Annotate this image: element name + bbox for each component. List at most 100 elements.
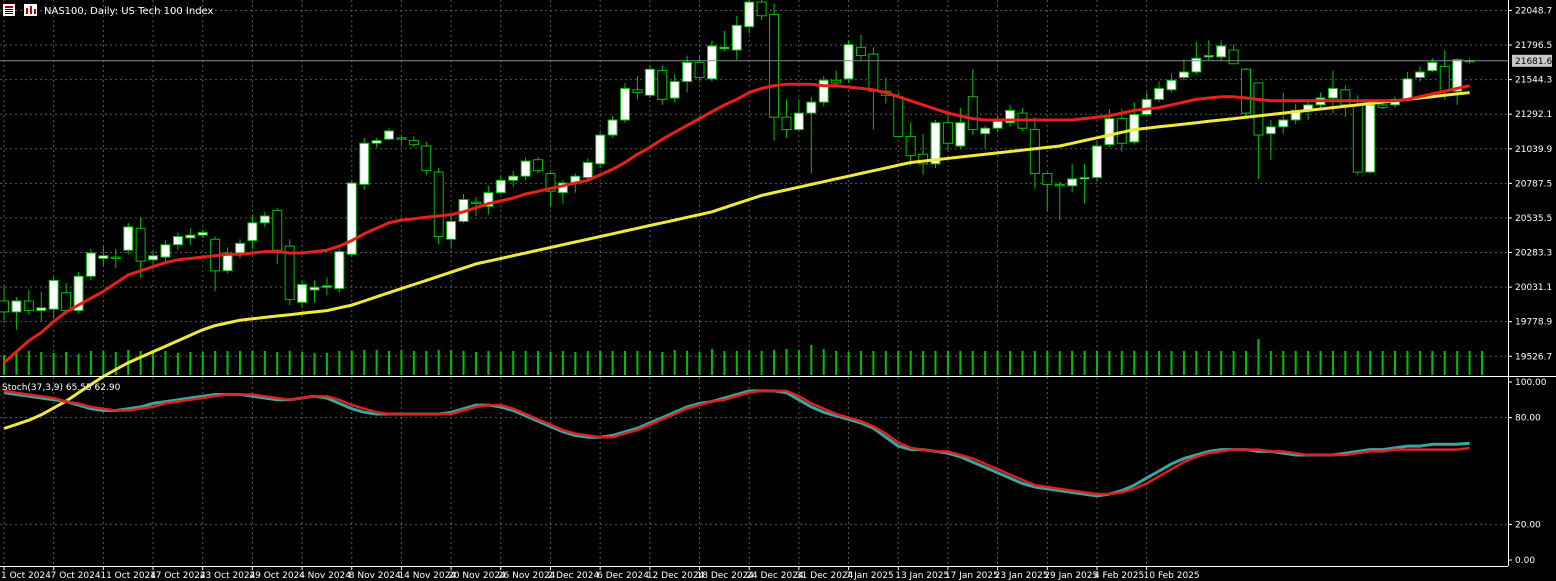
- time-tick-label: 29 Oct 2024: [249, 571, 305, 581]
- candle-body-bear: [135, 227, 146, 262]
- candle-body-bull: [930, 122, 941, 165]
- time-tick-label: 6 Dec 2024: [597, 571, 649, 581]
- candle-body-bear: [61, 292, 72, 312]
- candle-body-bull: [321, 285, 332, 288]
- candle-body-bull: [620, 87, 630, 121]
- time-tick-label: 26 Nov 2024: [498, 571, 556, 581]
- time-tick-label: 10 Feb 2025: [1144, 571, 1200, 581]
- candle: [520, 156, 531, 181]
- candle: [508, 170, 519, 188]
- candle: [1327, 70, 1338, 114]
- candle: [595, 132, 606, 168]
- candle-body-bull: [1154, 87, 1165, 100]
- candle: [0, 284, 9, 323]
- candle: [483, 185, 494, 215]
- candle-body-bear: [1439, 65, 1450, 92]
- candle: [421, 141, 432, 175]
- candle: [980, 125, 991, 149]
- candle-body-bull: [1365, 104, 1376, 173]
- price-tick-label: 21039.9: [1515, 145, 1552, 155]
- candle: [23, 289, 34, 315]
- candle: [135, 217, 146, 278]
- candle: [1265, 119, 1276, 160]
- candle: [1365, 102, 1376, 174]
- candle-body-bull: [1203, 55, 1214, 58]
- candle: [334, 248, 345, 293]
- time-tick-label: 11 Oct 2024: [100, 571, 156, 581]
- candle: [1414, 66, 1425, 82]
- moving-averages: [3, 82, 1470, 430]
- candle-body-bull: [495, 179, 506, 194]
- candle: [495, 176, 506, 195]
- candle: [1166, 73, 1177, 93]
- candle-body-bear: [545, 172, 556, 192]
- candle-body-bull: [234, 242, 245, 254]
- candle-body-bull: [1265, 126, 1276, 135]
- stochastic-label: Stoch(37,3,9) 65.55 62.90: [2, 383, 121, 393]
- candle-body-bull: [818, 79, 829, 103]
- candle: [309, 280, 320, 303]
- price-tick-label: 22048.7: [1515, 6, 1552, 16]
- candle: [384, 128, 395, 141]
- candle: [321, 277, 332, 296]
- candle: [85, 248, 96, 281]
- stochastic-oscillator: [3, 389, 1470, 498]
- time-tick-label: 12 Dec 2024: [647, 571, 705, 581]
- candle-body-bull: [48, 279, 59, 310]
- candle-body-bear: [1241, 68, 1251, 114]
- candle-body-bull: [595, 134, 606, 165]
- price-tick-label: 19778.9: [1515, 318, 1552, 328]
- candle: [1216, 40, 1227, 62]
- candle-body-bull: [346, 182, 357, 255]
- candle-body-bull: [1402, 78, 1413, 100]
- candle: [582, 158, 593, 182]
- symbol-icon[interactable]: [24, 4, 37, 16]
- candle-body-bull: [508, 175, 519, 181]
- candle: [1029, 117, 1040, 189]
- candle-body-bear: [855, 46, 866, 57]
- time-tick-label: 7 Oct 2024: [51, 571, 101, 581]
- candle-body-bear: [533, 159, 544, 172]
- candle: [1178, 59, 1189, 81]
- candle: [1228, 44, 1239, 65]
- candle-body-bull: [1278, 119, 1289, 128]
- candle: [172, 232, 183, 251]
- current-price-label: 21681.6: [1515, 57, 1552, 67]
- candle: [607, 115, 618, 138]
- candle-body-bull: [843, 44, 854, 80]
- candle-body-bull: [259, 215, 270, 224]
- candle-body-bull: [172, 236, 183, 246]
- candle-body-bear: [396, 137, 407, 140]
- candle-body-bull: [582, 161, 593, 179]
- candle: [408, 136, 419, 148]
- time-tick-label: 14 Nov 2024: [398, 571, 456, 581]
- candle-body-bull: [1216, 45, 1227, 58]
- candle-body-bear: [1228, 49, 1239, 65]
- candle-body-bull: [148, 255, 159, 261]
- candle-body-bull: [520, 160, 531, 177]
- candle: [433, 167, 444, 245]
- chart-menu-icon[interactable]: [3, 4, 15, 16]
- candle-body-bull: [1427, 61, 1438, 72]
- candle: [396, 135, 407, 147]
- candle: [632, 76, 643, 100]
- candle: [1452, 58, 1463, 105]
- candle: [769, 3, 780, 141]
- candle-body-bull: [644, 68, 655, 96]
- candle-body-bull: [1414, 71, 1425, 78]
- candle: [694, 55, 705, 81]
- candle: [247, 214, 258, 249]
- candle: [719, 30, 730, 52]
- candle-body-bear: [1377, 104, 1388, 109]
- candle: [359, 137, 370, 190]
- price-tick-label: 20535.5: [1515, 214, 1552, 224]
- candle: [1203, 40, 1214, 62]
- candle-body-bear: [657, 70, 668, 100]
- candle-body-bear: [1253, 82, 1264, 136]
- price-tick-label: 20787.5: [1515, 179, 1552, 189]
- candle: [197, 229, 208, 238]
- candle-body-bear: [1054, 183, 1065, 187]
- candle: [36, 291, 47, 322]
- candle: [793, 99, 804, 131]
